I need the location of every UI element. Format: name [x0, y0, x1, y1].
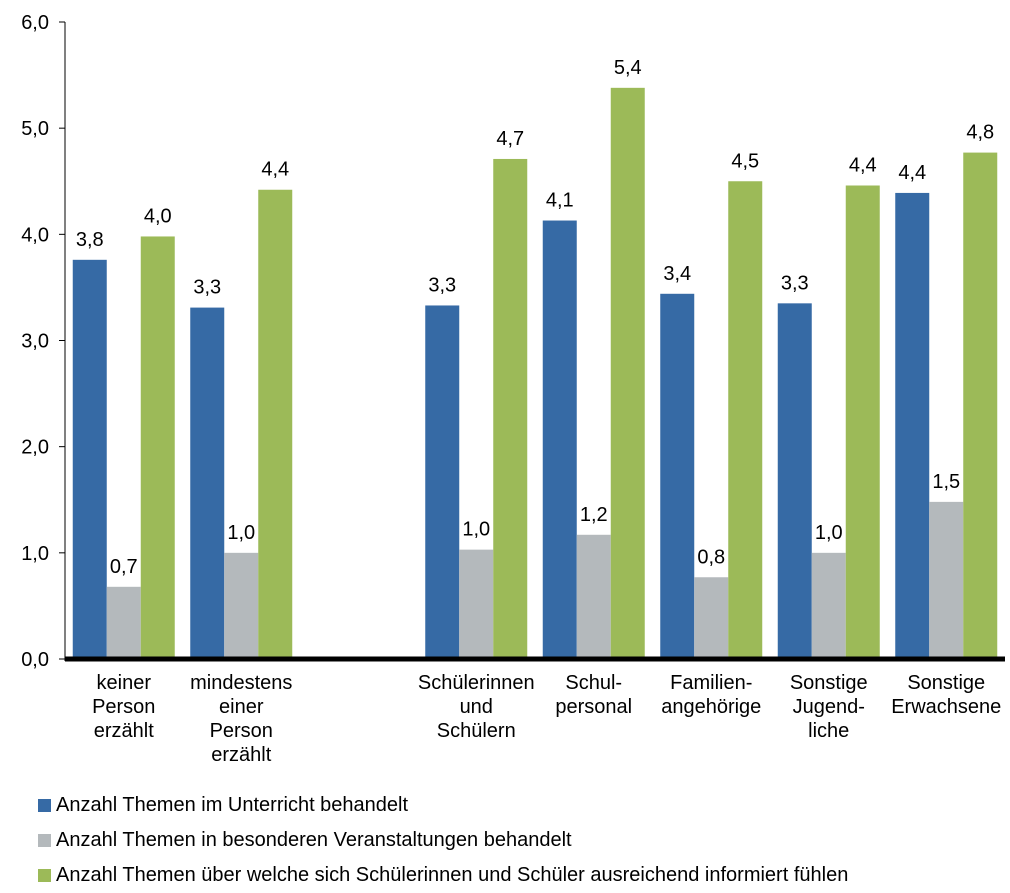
bar	[190, 307, 225, 659]
bar	[72, 259, 107, 659]
bar	[895, 192, 930, 659]
data-label: 3,3	[428, 274, 456, 296]
legend-label-veranstaltungen: Anzahl Themen in besonderen Veranstaltun…	[56, 829, 572, 851]
data-label: 1,0	[462, 519, 490, 541]
legend: Anzahl Themen im Unterricht behandelt An…	[38, 788, 848, 893]
legend-swatch-informiert	[38, 869, 51, 882]
data-label: 1,0	[227, 522, 255, 544]
bar	[610, 87, 645, 659]
data-label: 4,5	[731, 150, 759, 172]
bar	[660, 293, 695, 659]
legend-swatch-unterricht	[38, 799, 51, 812]
data-label: 4,8	[966, 122, 994, 144]
bar	[845, 185, 880, 659]
bar	[694, 577, 729, 659]
y-tick-label: 2,0	[21, 437, 49, 459]
y-tick-label: 6,0	[21, 12, 49, 34]
bar	[728, 181, 763, 659]
x-tick-label: Sonstige Jugend-liche	[790, 672, 868, 742]
data-label: 1,2	[580, 504, 608, 526]
bar	[224, 552, 259, 659]
data-label: 0,7	[110, 556, 138, 578]
x-tick-label: Sonstige Erwachsene	[891, 672, 1001, 718]
x-tick-label: Familien-angehörige	[661, 672, 761, 718]
bar	[929, 501, 964, 659]
bar	[811, 552, 846, 659]
bar	[258, 189, 293, 659]
legend-item-unterricht: Anzahl Themen im Unterricht behandelt	[38, 788, 848, 823]
x-tick-label: mindestens einer Person erzählt	[190, 672, 292, 766]
bar	[106, 586, 141, 659]
bar	[425, 305, 460, 659]
data-label: 1,5	[932, 471, 960, 493]
bar	[963, 152, 998, 659]
data-label: 4,4	[261, 159, 289, 181]
data-label: 3,3	[193, 277, 221, 299]
data-label: 5,4	[614, 57, 642, 79]
y-tick-label: 0,0	[21, 649, 49, 671]
legend-item-veranstaltungen: Anzahl Themen in besonderen Veranstaltun…	[38, 823, 848, 858]
y-tick-label: 5,0	[21, 118, 49, 140]
data-label: 4,1	[546, 190, 574, 212]
bar	[493, 158, 528, 659]
y-tick-label: 1,0	[21, 543, 49, 565]
y-tick-label: 4,0	[21, 224, 49, 246]
data-label: 3,3	[781, 272, 809, 294]
data-label: 4,4	[849, 154, 877, 176]
bar	[459, 549, 494, 659]
legend-label-unterricht: Anzahl Themen im Unterricht behandelt	[56, 794, 409, 816]
data-label: 0,8	[697, 546, 725, 568]
x-tick-label: keiner Person erzählt	[92, 672, 155, 742]
data-label: 3,8	[76, 229, 104, 251]
data-label: 3,4	[663, 263, 691, 285]
bar	[140, 236, 175, 659]
legend-item-informiert: Anzahl Themen über welche sich Schülerin…	[38, 858, 848, 893]
data-label: 4,0	[144, 205, 172, 227]
bar	[576, 534, 611, 659]
data-label: 1,0	[815, 522, 843, 544]
bar	[542, 220, 577, 659]
data-label: 4,7	[496, 128, 524, 150]
x-tick-label: Schul-personal	[555, 672, 632, 718]
legend-swatch-veranstaltungen	[38, 834, 51, 847]
bar-chart: 0,0 1,0 2,0 3,0 4,0 5,0 6,0 3,8 3,3 3,3 4,1 3,4 3,3 4…	[21, 12, 1005, 766]
y-tick-label: 3,0	[21, 331, 49, 353]
bar	[777, 303, 812, 659]
x-tick-label: Schülerinnen und Schülern	[418, 672, 535, 742]
legend-label-informiert: Anzahl Themen über welche sich Schülerin…	[56, 864, 849, 886]
data-label: 4,4	[898, 162, 926, 184]
